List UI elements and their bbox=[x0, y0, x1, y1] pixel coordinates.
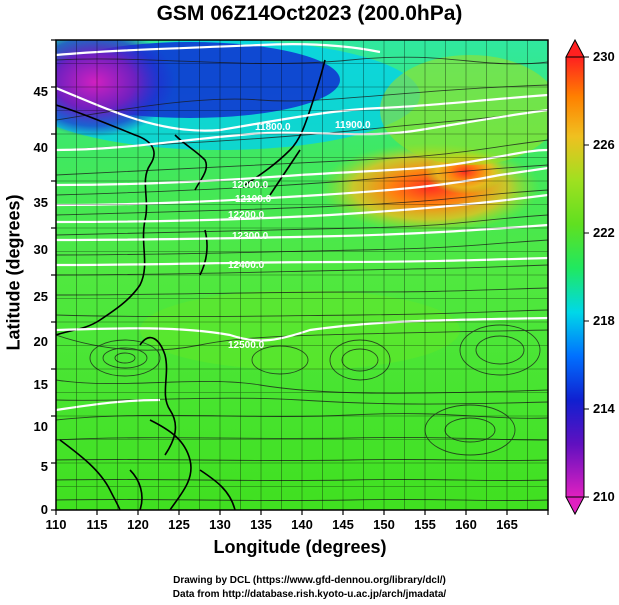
y-tick-label: 5 bbox=[40, 459, 48, 474]
x-tick-label: 115 bbox=[86, 517, 108, 532]
y-tick-label: 40 bbox=[33, 140, 48, 155]
x-tick-label: 130 bbox=[209, 517, 231, 532]
colorbar-tick-label: 214 bbox=[593, 401, 615, 416]
contour-label: 12200.0 bbox=[228, 210, 265, 221]
colorbar bbox=[565, 56, 585, 498]
x-tick-label: 140 bbox=[291, 517, 313, 532]
x-tick-label: 120 bbox=[127, 517, 149, 532]
x-tick-label: 160 bbox=[455, 517, 477, 532]
chart-title: GSM 06Z14Oct2023 (200.0hPa) bbox=[156, 2, 463, 25]
x-tick-label: 145 bbox=[332, 517, 354, 532]
yellowgreen-north bbox=[380, 55, 548, 165]
x-tick-label: 150 bbox=[373, 517, 395, 532]
x-tick-label: 125 bbox=[168, 517, 190, 532]
contour-label: 12000.0 bbox=[232, 180, 269, 191]
y-tick-label: 20 bbox=[33, 334, 48, 349]
x-tick-label: 155 bbox=[414, 517, 436, 532]
y-tick-label: 30 bbox=[33, 242, 48, 257]
y-tick-label: 15 bbox=[33, 377, 48, 392]
y-tick-label: 25 bbox=[33, 289, 48, 304]
x-tick-label: 165 bbox=[496, 517, 518, 532]
y-tick-label: 35 bbox=[33, 195, 48, 210]
grid-lines bbox=[55, 39, 549, 511]
colorbar-ticks bbox=[584, 56, 589, 498]
y-tick-label: 0 bbox=[40, 502, 48, 517]
contour-label: 12400.0 bbox=[228, 260, 265, 271]
contour-label: 12100.0 bbox=[235, 194, 272, 205]
colorbar-tick-label: 218 bbox=[593, 313, 615, 328]
colorbar-tick-label: 222 bbox=[593, 225, 615, 240]
cold-core bbox=[56, 40, 175, 137]
contour-label: 12500.0 bbox=[228, 340, 265, 351]
colorbar-tick-label: 210 bbox=[593, 489, 615, 504]
y-tick-label: 10 bbox=[33, 419, 48, 434]
x-axis-label: Longitude (degrees) bbox=[213, 537, 387, 557]
colorbar-bottom-arrow bbox=[565, 496, 585, 516]
x-tick-label: 135 bbox=[250, 517, 272, 532]
credit-data: Data from http://database.rish.kyoto-u.a… bbox=[172, 589, 447, 600]
contour-label-group: 11800.0 11900.0 12000.0 12100.0 12200.0 … bbox=[228, 120, 371, 351]
colorbar-top-arrow bbox=[565, 38, 585, 58]
contour-label: 11900.0 bbox=[335, 120, 371, 131]
tick-marks bbox=[51, 39, 549, 515]
y-tick-label: 45 bbox=[33, 84, 48, 99]
colorbar-tick-label: 230 bbox=[593, 49, 615, 64]
contour-label: 12300.0 bbox=[232, 231, 269, 242]
contour-label: 11800.0 bbox=[255, 122, 291, 133]
credit-drawing: Drawing by DCL (https://www.gfd-dennou.o… bbox=[173, 575, 446, 586]
colorbar-tick-label: 226 bbox=[593, 137, 615, 152]
x-tick-label: 110 bbox=[45, 517, 67, 532]
